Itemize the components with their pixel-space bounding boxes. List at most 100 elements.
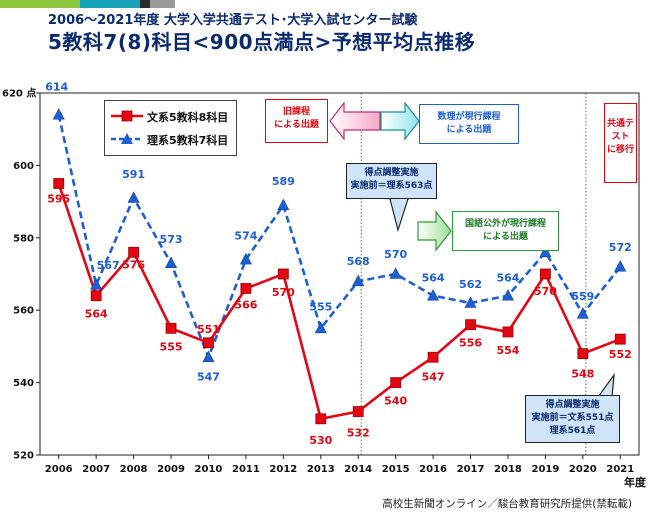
annotation-line: 数理が現行課程 <box>437 112 501 122</box>
science-point <box>277 198 290 211</box>
humanities-data-label: 552 <box>609 348 632 361</box>
y-tick-label: 560 <box>13 306 34 317</box>
humanities-data-label: 530 <box>309 434 332 447</box>
science-point <box>314 321 327 334</box>
humanities-data-label: 570 <box>272 286 295 299</box>
annotation-adjustment-2015: 得点調整実施 実施前＝理系563点 <box>346 163 437 199</box>
adjustment-2021-pointer <box>596 372 615 398</box>
legend-label-science: 理系5教科7科目 <box>147 134 229 147</box>
y-tick-label: 620 点 <box>2 87 36 100</box>
series-line-science <box>57 114 622 361</box>
chart-title-line1: 2006～2021年度 大学入学共通テスト･大学入試センター試験 <box>48 13 418 28</box>
adjustment-2015-pointer <box>389 198 409 233</box>
plot-frame <box>39 92 640 456</box>
science-point <box>52 108 65 120</box>
humanities-point <box>614 333 626 345</box>
science-data-label: 572 <box>609 241 632 254</box>
science-point <box>427 289 440 301</box>
x-tick-label: 2006 <box>45 464 73 475</box>
chart-title-line2: 5教科7(8)科目<900点満点>予想平均点推移 <box>48 30 476 54</box>
humanities-data-label: 551 <box>197 323 220 336</box>
science-point <box>464 296 477 308</box>
color-band-teal <box>80 0 140 8</box>
humanities-point <box>128 246 139 258</box>
x-tick-label: 2017 <box>457 464 485 475</box>
annotation-line: による出題 <box>446 125 492 135</box>
annotation-line: スト <box>611 132 630 142</box>
science-point <box>501 289 514 301</box>
annotation-line: に移行 <box>606 145 634 155</box>
x-tick-label: 2007 <box>82 464 110 475</box>
y-tick-label: 600 <box>13 161 34 172</box>
annotation-line: 得点調整実施 <box>545 400 600 410</box>
humanities-point <box>203 337 214 349</box>
science-data-label: 562 <box>459 278 482 291</box>
humanities-data-label: 548 <box>571 368 594 381</box>
humanities-point <box>165 322 177 334</box>
humanities-data-label: 547 <box>422 370 445 383</box>
x-tick-label: 2020 <box>569 464 597 475</box>
humanities-point <box>577 348 589 360</box>
humanities-point <box>277 268 289 280</box>
x-tick-label: 2015 <box>382 464 410 475</box>
humanities-point <box>390 377 402 389</box>
science-data-label: 559 <box>571 290 594 303</box>
x-tick-label: 2010 <box>195 464 223 475</box>
science-data-label: 567 <box>97 259 120 272</box>
legend-swatch-red <box>111 110 143 122</box>
x-tick-label: 2021 <box>606 464 634 475</box>
science-data-label: 573 <box>160 233 183 246</box>
x-tick-label: 2016 <box>419 464 447 475</box>
science-point <box>165 256 178 268</box>
humanities-point <box>240 283 252 294</box>
annotation-common-test: 共通テ スト に移行 <box>604 103 637 183</box>
annotation-adjustment-2021: 得点調整実施 実施前＝文系551点 理系561点 <box>525 395 620 443</box>
science-data-label: 564 <box>422 272 445 285</box>
humanities-data-label: 532 <box>347 427 370 440</box>
humanities-point <box>352 406 364 417</box>
science-data-label: 568 <box>347 255 370 268</box>
x-tick-label: 2008 <box>120 464 148 475</box>
humanities-point <box>502 326 514 338</box>
humanities-point <box>465 319 476 331</box>
x-tick-label: 2014 <box>344 464 372 475</box>
x-tick-label: 2012 <box>269 464 297 475</box>
humanities-point <box>90 290 102 302</box>
science-point <box>614 260 627 272</box>
humanities-point <box>540 268 551 280</box>
humanities-data-label: 554 <box>496 344 519 357</box>
humanities-data-label: 576 <box>122 258 145 271</box>
x-tick-label: 2018 <box>494 464 522 475</box>
annotation-line: 実施前＝理系563点 <box>350 181 433 191</box>
humanities-data-label: 556 <box>459 337 482 350</box>
legend: 文系5教科8科目 理系5教科7科目 <box>104 100 237 156</box>
humanities-point <box>53 178 65 189</box>
science-point <box>202 350 215 363</box>
science-point <box>352 274 365 287</box>
science-point <box>539 245 552 258</box>
humanities-point <box>315 413 327 425</box>
science-point <box>127 191 140 203</box>
legend-swatch-blue <box>111 133 143 144</box>
humanities-data-label: 540 <box>384 395 407 408</box>
science-data-label: 591 <box>122 168 145 181</box>
science-data-label: 564 <box>496 272 519 285</box>
science-data-label: 547 <box>197 370 220 383</box>
science-data-label: 570 <box>384 248 407 261</box>
x-axis-label: 年度 <box>624 475 647 489</box>
science-data-label: 574 <box>234 230 257 243</box>
science-point <box>389 267 402 279</box>
math-course-arrow <box>380 101 420 141</box>
annotation-line: 共通テ <box>606 119 634 129</box>
humanities-point <box>427 351 439 363</box>
annotation-old-course: 旧課程 による出題 <box>265 99 328 143</box>
humanities-data-label: 595 <box>47 193 70 206</box>
science-point <box>90 278 103 290</box>
humanities-data-label: 566 <box>234 298 257 311</box>
annotation-line: 理系561点 <box>549 426 596 436</box>
annotation-line: による出題 <box>483 232 528 242</box>
humanities-data-label: 555 <box>160 340 183 353</box>
color-band-gray <box>150 0 175 8</box>
old-course-arrow <box>329 101 381 141</box>
y-tick-label: 540 <box>13 378 34 389</box>
